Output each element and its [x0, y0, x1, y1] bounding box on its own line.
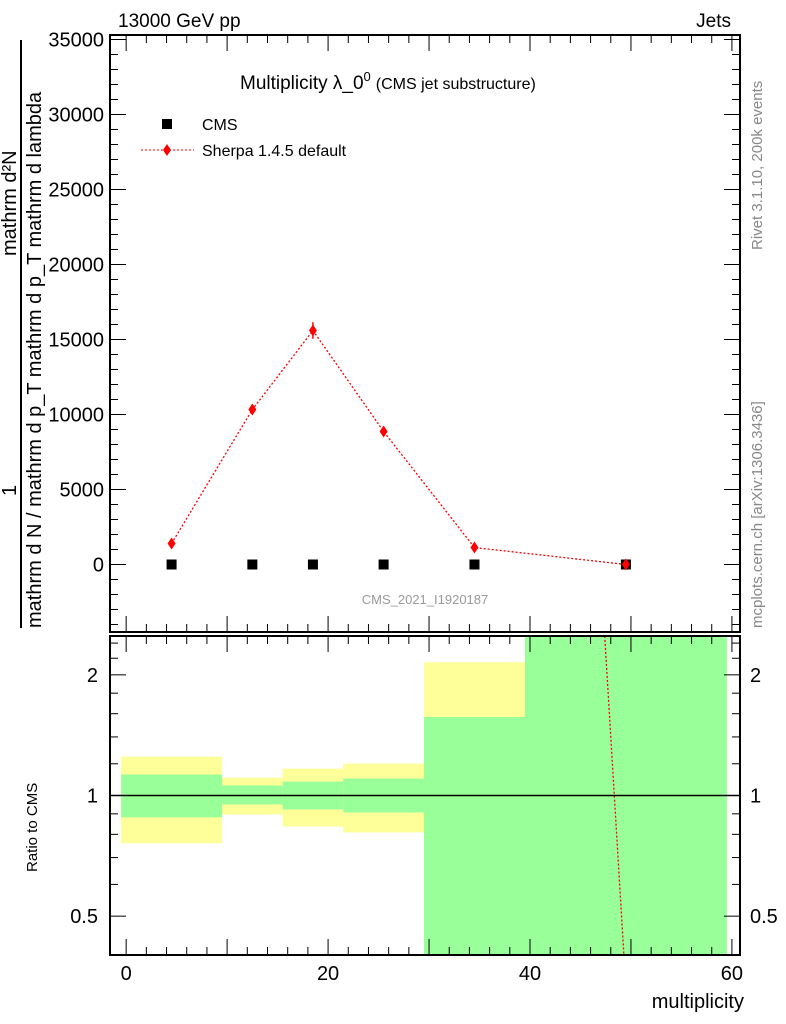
ratio-ylabel: Ratio to CMS — [24, 783, 41, 872]
ratio-bands — [121, 636, 727, 955]
sherpa-point — [308, 324, 317, 337]
y-tick-label: 10000 — [48, 405, 104, 427]
y-tick-label: 5000 — [60, 480, 105, 502]
green-band — [524, 636, 727, 955]
side-label-bottom: mcplots.cern.ch [arXiv:1306.3436] — [749, 401, 766, 628]
y-tick-label: 30000 — [48, 105, 104, 127]
cms-point — [378, 559, 389, 570]
ratio-frame — [109, 635, 741, 956]
ylabel-one: 1 — [0, 485, 21, 496]
legend-cms-label: CMS — [202, 117, 238, 134]
x-axis-label: multiplicity — [652, 991, 744, 1013]
header-right: Jets — [696, 11, 731, 32]
ratio-y-tick-label-right: 0.5 — [750, 906, 778, 928]
main-panel: 0 5000 10000 15000 20000 25000 30000 35000 — [48, 30, 741, 633]
legend-cms-marker — [162, 119, 172, 129]
watermark: CMS_2021_I1920187 — [362, 592, 489, 607]
header-left: 13000 GeV pp — [118, 11, 241, 32]
cms-point — [166, 559, 177, 570]
legend: CMS Sherpa 1.4.5 default — [141, 117, 347, 160]
x-tick-label: 40 — [519, 963, 541, 985]
title-suffix: (CMS jet substructure) — [376, 76, 536, 93]
y-tick-label: 35000 — [48, 30, 104, 52]
y-axis-label: mathrm d²N 1 mathrm d N / mathrm d p_T m… — [0, 40, 46, 628]
y-tick-label: 20000 — [48, 255, 104, 277]
ylabel-denominator: mathrm d N / mathrm d p_T mathrm d p_T m… — [24, 91, 46, 628]
y-tick-label: 25000 — [48, 180, 104, 202]
sherpa-point — [167, 537, 176, 550]
cms-point — [307, 559, 318, 570]
sherpa-point — [621, 558, 630, 571]
ratio-panel: 0.5 0.51 12 20 20 40 60 — [70, 635, 778, 985]
sherpa-point — [379, 425, 388, 438]
ratio-y-tick-label: 0.5 — [70, 906, 98, 928]
sherpa-point — [470, 541, 479, 554]
ratio-y-tick-label-right: 1 — [750, 786, 761, 808]
title-main: Multiplicity λ_0 — [240, 73, 364, 94]
cms-point — [469, 559, 480, 570]
green-band — [423, 716, 525, 955]
side-label-top: Rivet 3.1.10, 200k events — [749, 81, 766, 250]
ylabel-numerator: mathrm d²N — [0, 150, 21, 256]
main-frame — [109, 34, 741, 633]
chart-title: Multiplicity λ_00 (CMS jet substructure) — [240, 69, 536, 94]
x-tick-label: 20 — [317, 963, 339, 985]
x-tick-label: 60 — [721, 963, 743, 985]
x-tick-label: 0 — [121, 963, 132, 985]
ratio-y-tick-label: 1 — [87, 786, 98, 808]
legend-sherpa-label: Sherpa 1.4.5 default — [202, 143, 347, 160]
ratio-y-tick-label: 2 — [87, 665, 98, 687]
cms-point — [247, 559, 258, 570]
ratio-y-tick-label-right: 2 — [750, 665, 761, 687]
legend-sherpa-marker — [163, 144, 171, 156]
title-sup: 0 — [364, 69, 371, 84]
y-tick-label: 0 — [93, 555, 104, 577]
sherpa-line — [171, 329, 626, 566]
y-tick-label: 15000 — [48, 330, 104, 352]
sherpa-ratio-line — [604, 636, 625, 955]
sherpa-point — [248, 403, 257, 416]
